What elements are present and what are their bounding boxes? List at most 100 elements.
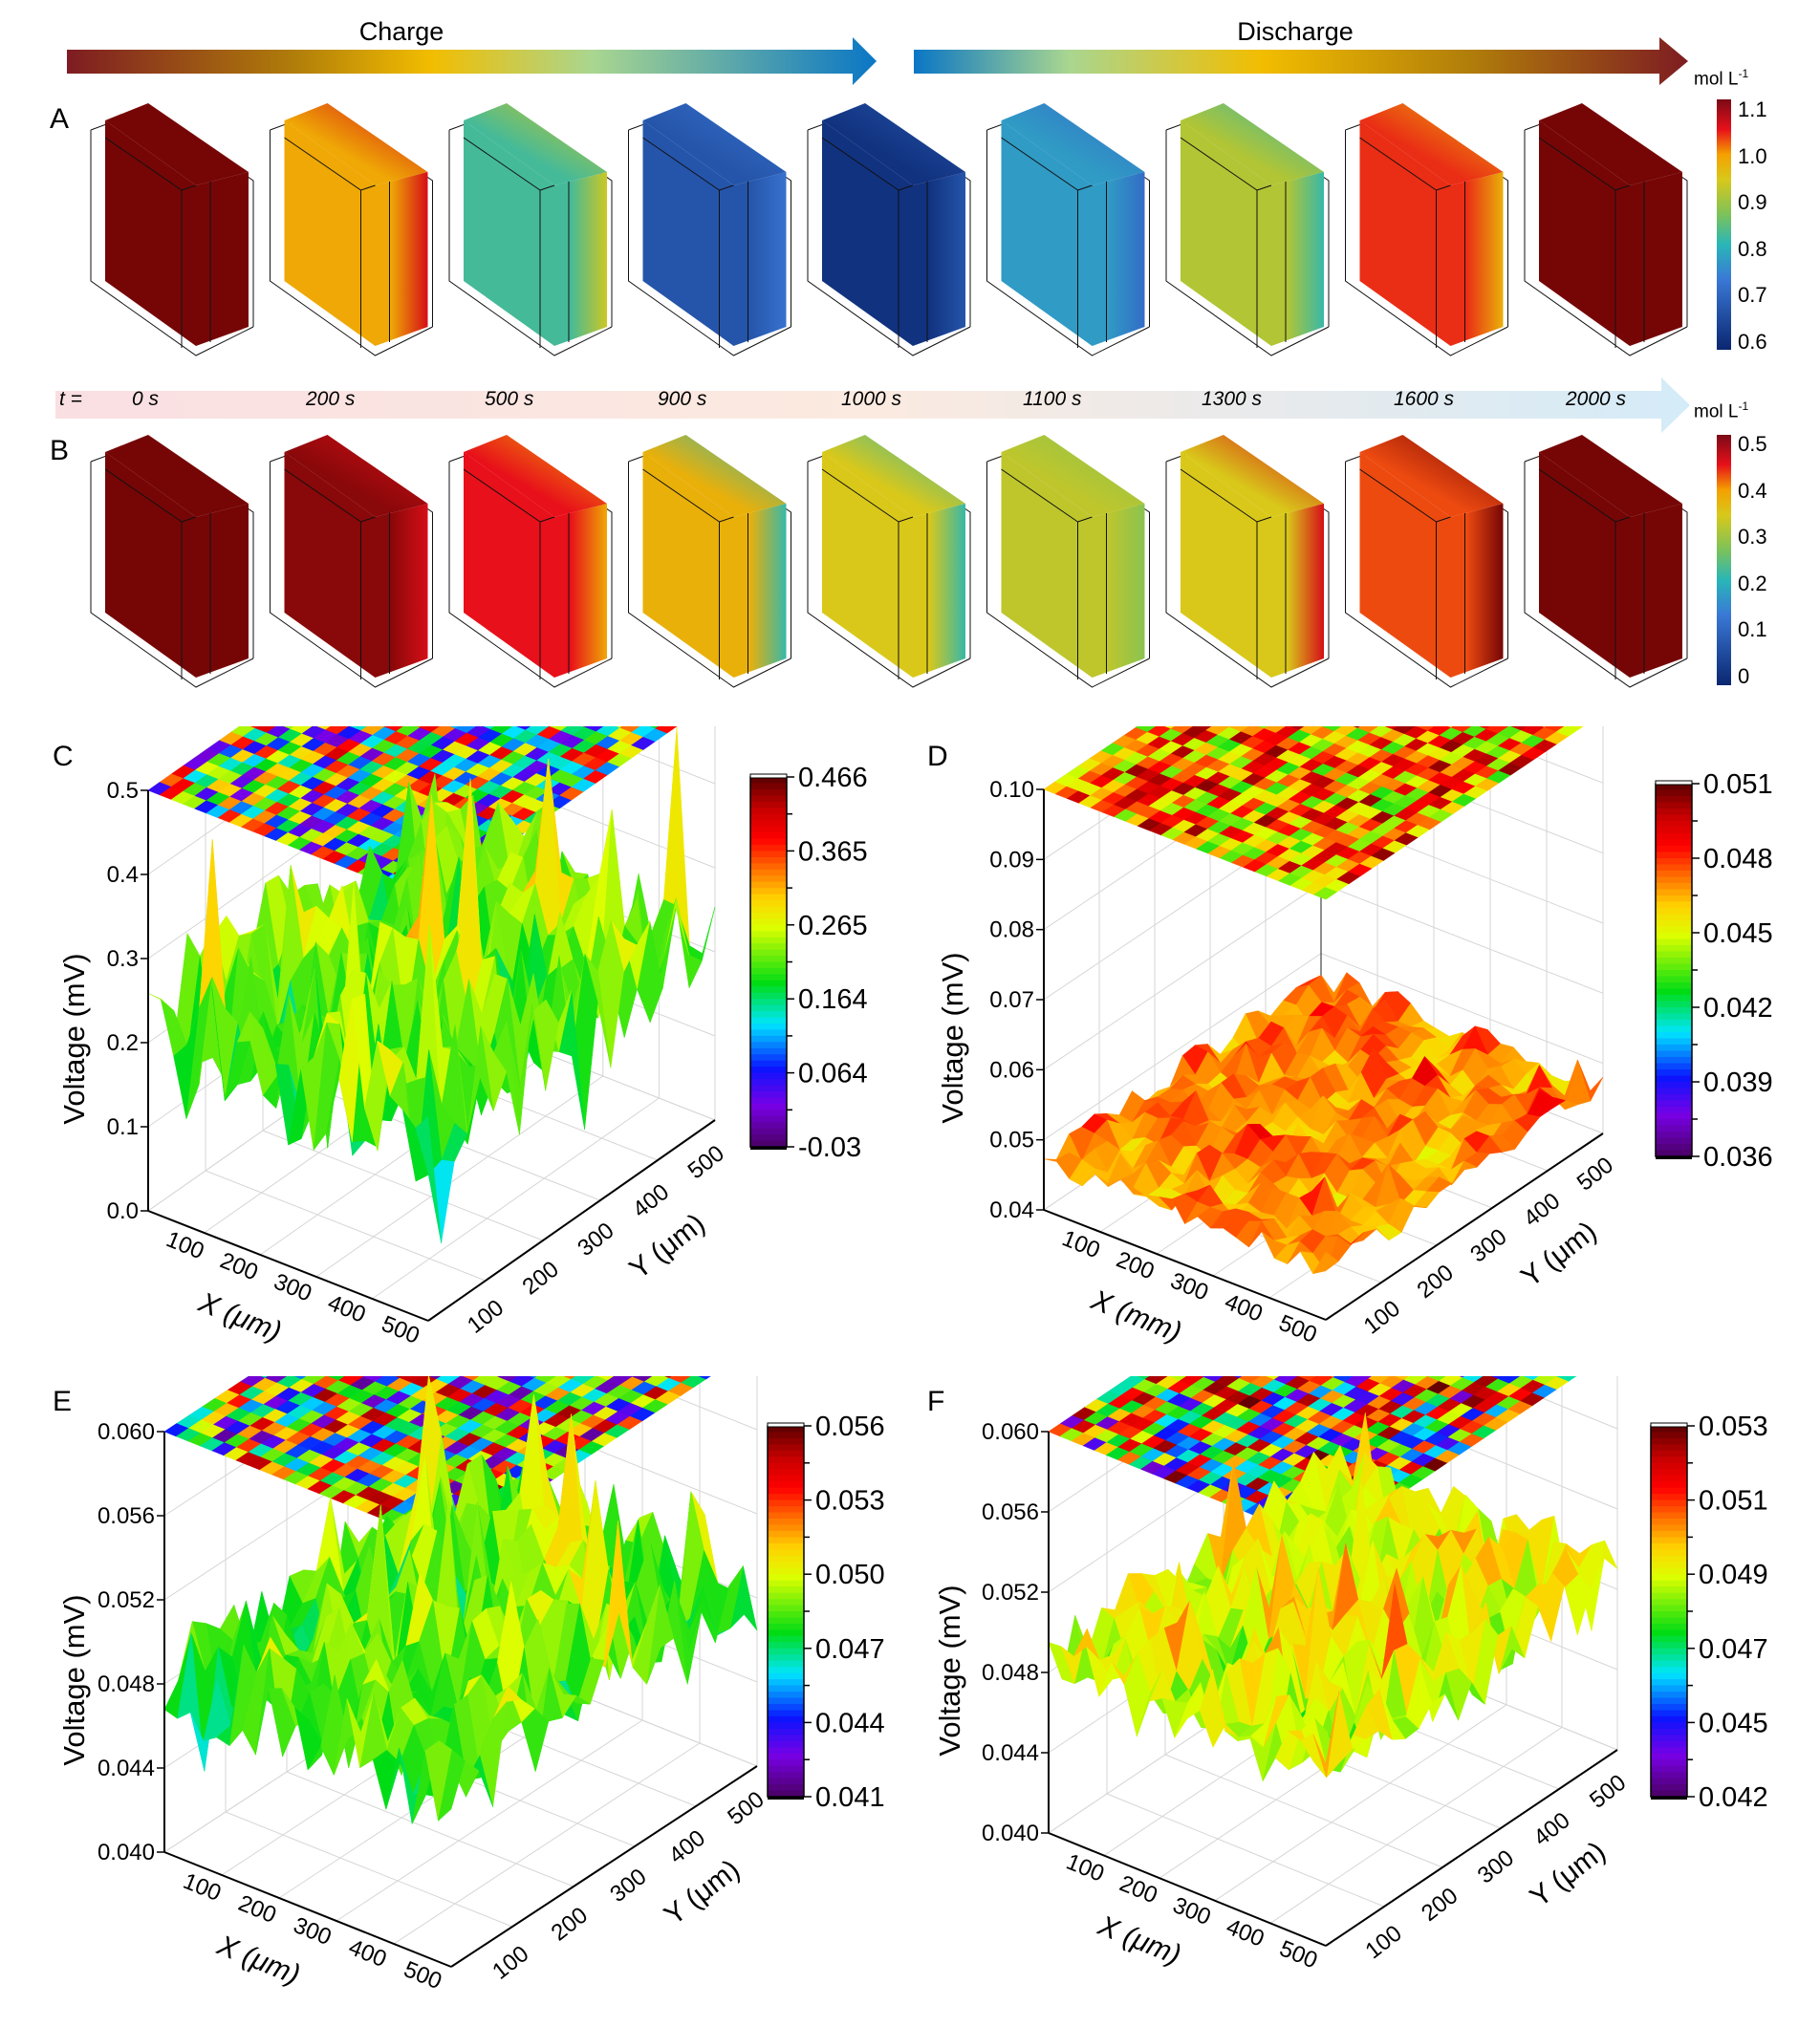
y-tick-label: 300 bbox=[1473, 1845, 1519, 1889]
slab-top-face bbox=[1001, 103, 1145, 185]
slab-top-face bbox=[642, 435, 787, 517]
phase-arrows bbox=[67, 37, 1688, 85]
voltage-surface bbox=[163, 1376, 758, 1825]
colorbar-tick-label: 0.064 bbox=[798, 1059, 868, 1089]
z-axis-title: Voltage (mV) bbox=[936, 952, 969, 1123]
z-tick-label: 0.044 bbox=[982, 1740, 1039, 1766]
slab-side-face bbox=[913, 172, 965, 346]
time-label: 2000 s bbox=[1566, 388, 1627, 410]
panel-label-b: B bbox=[50, 435, 70, 466]
slab-front-face bbox=[1359, 452, 1451, 678]
surface-facet bbox=[1312, 1691, 1340, 1778]
top-contour-map bbox=[147, 726, 678, 901]
z-tick-label: 0.048 bbox=[98, 1671, 155, 1697]
z-axis-title: Voltage (mV) bbox=[57, 1594, 91, 1765]
z-tick-label: 0.0 bbox=[107, 1198, 139, 1224]
colorbar-tick-label: 0.365 bbox=[798, 836, 868, 867]
panel-f-surface-plot: 0.040 0.044 0.048 0.052 0.056 0.060 1002003004… bbox=[933, 1376, 1768, 1973]
discharge-label: Discharge bbox=[1237, 17, 1354, 46]
slab-front-face bbox=[284, 120, 376, 346]
z-tick-label: 0.09 bbox=[989, 847, 1034, 873]
colorbar-tick-label: 1.0 bbox=[1738, 143, 1767, 168]
colorbar-tick-label: 0.051 bbox=[1703, 769, 1773, 800]
slab-front-face bbox=[464, 120, 554, 346]
colorbar-tick-label: 0.9 bbox=[1738, 190, 1767, 214]
colorbar: 0.466 0.365 0.265 0.164 0.064 -0.03 bbox=[749, 763, 868, 1163]
colorbar-tick-label: 0.8 bbox=[1738, 236, 1767, 261]
slab-snapshot bbox=[628, 435, 791, 688]
y-tick-label: 300 bbox=[573, 1218, 618, 1261]
y-tick-label: 100 bbox=[463, 1295, 509, 1339]
time-label: 1600 s bbox=[1394, 388, 1455, 410]
z-tick-label: 0.056 bbox=[982, 1499, 1039, 1525]
slab-top-face bbox=[1359, 435, 1504, 517]
slab-front-face bbox=[642, 452, 734, 678]
panel-a-snapshots bbox=[90, 103, 1688, 356]
slab-front-face bbox=[105, 120, 196, 346]
z-tick-label: 0.048 bbox=[982, 1660, 1039, 1686]
colorbar-tick-label: 0.051 bbox=[1699, 1486, 1768, 1517]
time-label: 1100 s bbox=[1023, 388, 1082, 410]
panel-a-unit: mol L-1 bbox=[1694, 67, 1749, 90]
slab-front-face bbox=[1359, 120, 1451, 346]
slab-top-face bbox=[1539, 103, 1682, 185]
colorbar-tick-label: -0.03 bbox=[798, 1132, 861, 1163]
slab-top-face bbox=[284, 435, 428, 517]
slab-snapshot bbox=[448, 103, 613, 356]
z-tick-label: 0.1 bbox=[107, 1114, 139, 1140]
slab-top-face bbox=[1001, 435, 1145, 517]
z-tick-label: 0.5 bbox=[107, 778, 139, 804]
colorbar-tick-label: 0.049 bbox=[1699, 1560, 1768, 1590]
colorbar-tick-label: 0.466 bbox=[798, 763, 868, 793]
colorbar-tick-label: 0.045 bbox=[1703, 918, 1773, 949]
x-axis bbox=[1043, 1209, 1327, 1321]
y-axis-title: Y (μm) bbox=[624, 1208, 711, 1285]
panel-b-snapshots bbox=[90, 435, 1688, 688]
y-tick-label: 400 bbox=[1528, 1807, 1574, 1851]
z-tick-label: 0.3 bbox=[107, 946, 139, 972]
y-tick-label: 500 bbox=[683, 1140, 729, 1184]
slab-snapshot bbox=[270, 103, 433, 356]
slab-snapshot bbox=[448, 435, 613, 688]
z-tick-label: 0.4 bbox=[107, 862, 139, 888]
colorbar-tick-label: 0.050 bbox=[815, 1560, 885, 1590]
surface-facet bbox=[372, 1750, 401, 1811]
y-tick-label: 500 bbox=[723, 1786, 769, 1830]
panel-d-surface-plot: 0.04 0.05 0.06 0.07 0.08 0.09 0.10 100200300400… bbox=[936, 726, 1773, 1348]
y-tick-label: 200 bbox=[1413, 1260, 1459, 1304]
z-tick-label: 0.2 bbox=[107, 1030, 139, 1056]
z-tick-label: 0.040 bbox=[98, 1840, 155, 1865]
y-tick-label: 300 bbox=[1465, 1224, 1511, 1268]
x-axis bbox=[147, 1210, 429, 1322]
y-tick-label: 400 bbox=[628, 1179, 674, 1223]
colorbar-tick-label: 0.5 bbox=[1738, 432, 1767, 456]
slab-top-face bbox=[1539, 435, 1682, 517]
slab-side-face bbox=[375, 504, 428, 678]
slab-front-face bbox=[284, 452, 376, 678]
colorbar-tick-label: 0.053 bbox=[1699, 1412, 1768, 1442]
slab-side-face bbox=[1271, 172, 1324, 346]
z-tick-label: 0.044 bbox=[98, 1756, 155, 1781]
time-label: 1300 s bbox=[1202, 388, 1263, 410]
slab-snapshot bbox=[1345, 435, 1508, 688]
time-prefix: t = bbox=[59, 388, 82, 410]
voltage-surface bbox=[147, 727, 716, 1243]
slab-snapshot bbox=[1345, 103, 1508, 356]
y-axis bbox=[1325, 1749, 1618, 1947]
x-axis bbox=[1048, 1832, 1327, 1947]
slab-snapshot bbox=[628, 103, 791, 356]
slab-snapshot bbox=[807, 435, 971, 688]
slab-top-face bbox=[464, 103, 607, 185]
y-axis-title: Y (μm) bbox=[659, 1854, 746, 1931]
time-label: 200 s bbox=[306, 388, 356, 410]
colorbar-tick-label: 0.036 bbox=[1703, 1142, 1773, 1173]
colorbar-tick-label: 0.041 bbox=[815, 1782, 885, 1813]
colorbar-tick-label: 0.3 bbox=[1738, 525, 1767, 549]
panel-label-f: F bbox=[927, 1386, 945, 1417]
slab-top-face bbox=[464, 435, 607, 517]
colorbar-tick-label: 0 bbox=[1738, 663, 1750, 688]
time-label: 500 s bbox=[485, 388, 534, 410]
colorbar-tick-label: 0.6 bbox=[1738, 329, 1767, 354]
slab-top-face bbox=[1181, 103, 1324, 185]
